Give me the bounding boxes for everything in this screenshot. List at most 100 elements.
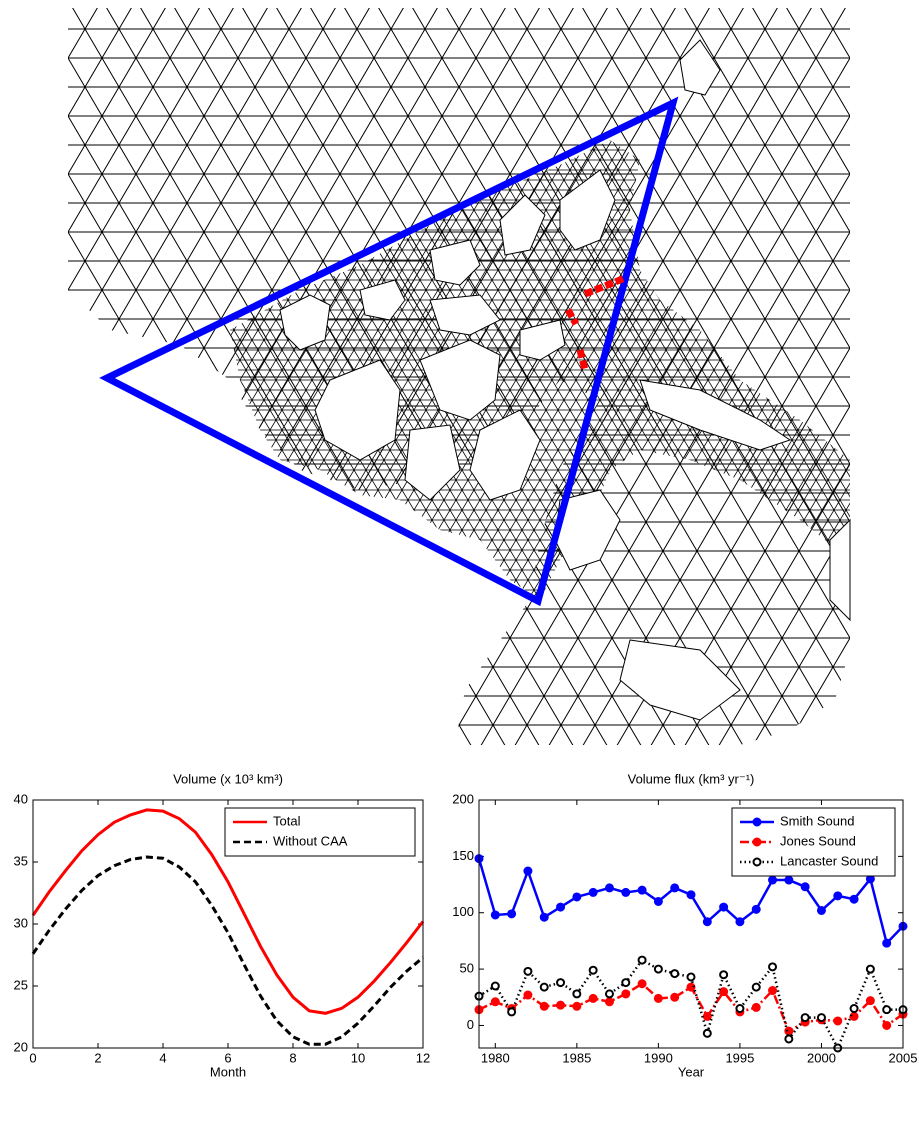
data-point	[622, 990, 629, 997]
x-tick-label: 8	[289, 1050, 296, 1065]
data-point	[606, 884, 613, 891]
y-tick-label: 25	[14, 977, 28, 992]
data-point	[508, 1008, 515, 1015]
data-point	[524, 992, 531, 999]
x-tick-label: 0	[29, 1050, 36, 1065]
data-point	[671, 884, 678, 891]
data-point	[606, 998, 613, 1005]
mesh-map	[68, 8, 850, 745]
data-point	[704, 1030, 711, 1037]
data-point	[883, 1022, 890, 1029]
data-point	[704, 918, 711, 925]
data-point	[671, 970, 678, 977]
data-point	[639, 887, 646, 894]
data-point	[573, 990, 580, 997]
data-point	[818, 907, 825, 914]
x-axis-label: Month	[210, 1064, 246, 1079]
data-point	[639, 957, 646, 964]
data-point	[834, 1017, 841, 1024]
data-point	[769, 963, 776, 970]
data-point	[867, 966, 874, 973]
data-point	[655, 898, 662, 905]
y-tick-label: 20	[14, 1039, 28, 1054]
x-tick-label: 1990	[644, 1050, 673, 1065]
data-point	[492, 911, 499, 918]
data-point	[883, 940, 890, 947]
data-point	[573, 1003, 580, 1010]
chart-title: Volume flux (km³ yr⁻¹)	[628, 771, 755, 786]
data-point	[524, 968, 531, 975]
y-tick-label: 40	[14, 791, 28, 806]
legend-label: Total	[273, 813, 301, 828]
chart: Volume flux (km³ yr⁻¹)Year05010015020019…	[452, 771, 917, 1079]
data-point	[753, 1004, 760, 1011]
y-tick-label: 35	[14, 853, 28, 868]
data-point	[606, 990, 613, 997]
y-tick-label: 50	[460, 961, 474, 976]
x-axis-label: Year	[678, 1064, 705, 1079]
x-tick-label: 1980	[481, 1050, 510, 1065]
data-point	[720, 904, 727, 911]
data-point	[785, 877, 792, 884]
data-point	[541, 984, 548, 991]
y-tick-label: 0	[467, 1017, 474, 1032]
data-point	[851, 896, 858, 903]
data-point	[557, 979, 564, 986]
data-point	[557, 1002, 564, 1009]
data-point	[541, 1003, 548, 1010]
legend-marker	[754, 859, 761, 866]
data-point	[573, 893, 580, 900]
legend-label: Smith Sound	[780, 813, 854, 828]
data-point	[524, 868, 531, 875]
data-point	[769, 877, 776, 884]
x-tick-label: 4	[159, 1050, 166, 1065]
data-point	[622, 889, 629, 896]
data-point	[590, 889, 597, 896]
legend-label: Without CAA	[273, 833, 348, 848]
data-point	[688, 891, 695, 898]
x-tick-label: 1995	[725, 1050, 754, 1065]
x-tick-label: 2000	[807, 1050, 836, 1065]
data-point	[590, 967, 597, 974]
x-tick-label: 6	[224, 1050, 231, 1065]
y-tick-label: 30	[14, 915, 28, 930]
data-point	[834, 892, 841, 899]
data-point	[671, 994, 678, 1001]
legend-label: Jones Sound	[780, 833, 856, 848]
figure: Volume (x 10³ km³)Month20253035400246810…	[0, 0, 919, 1142]
legend-box	[225, 808, 415, 856]
y-tick-label: 100	[452, 904, 474, 919]
x-tick-label: 12	[416, 1050, 430, 1065]
data-point	[557, 904, 564, 911]
data-point	[851, 1005, 858, 1012]
data-point	[590, 995, 597, 1002]
data-point	[736, 1005, 743, 1012]
data-point	[720, 971, 727, 978]
data-point	[736, 918, 743, 925]
data-point	[622, 979, 629, 986]
legend-label: Lancaster Sound	[780, 853, 878, 868]
data-point	[883, 1006, 890, 1013]
data-point	[541, 914, 548, 921]
data-point	[785, 1035, 792, 1042]
legend-marker	[754, 839, 761, 846]
data-point	[802, 883, 809, 890]
data-point	[492, 998, 499, 1005]
chart-title: Volume (x 10³ km³)	[173, 771, 283, 786]
data-point	[704, 1013, 711, 1020]
y-tick-label: 200	[452, 791, 474, 806]
x-tick-label: 2005	[889, 1050, 918, 1065]
data-point	[492, 983, 499, 990]
data-point	[655, 966, 662, 973]
data-point	[655, 995, 662, 1002]
data-point	[753, 984, 760, 991]
legend-marker	[754, 819, 761, 826]
data-point	[753, 906, 760, 913]
legend: Total Without CAA	[225, 808, 415, 856]
data-point	[802, 1014, 809, 1021]
data-point	[769, 987, 776, 994]
x-tick-label: 1985	[562, 1050, 591, 1065]
data-point	[818, 1014, 825, 1021]
data-point	[688, 973, 695, 980]
